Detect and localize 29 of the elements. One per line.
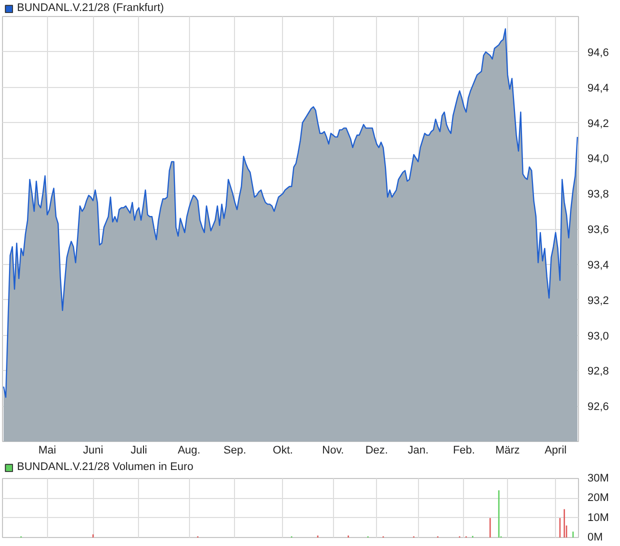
y-tick-label: 93,8 xyxy=(588,188,609,201)
y-tick-label: 20M xyxy=(588,492,609,504)
x-tick-label: Aug. xyxy=(178,444,200,456)
y-tick-label: 93,0 xyxy=(588,330,609,342)
y-tick-label: 10M xyxy=(588,512,609,524)
x-tick-label: Sep. xyxy=(224,444,246,456)
x-tick-label: Jan. xyxy=(408,444,429,456)
y-tick-label: 93,2 xyxy=(588,294,609,307)
x-tick-label: Dez. xyxy=(365,444,388,456)
y-tick-label: 30M xyxy=(588,472,609,484)
y-tick-label: 94,6 xyxy=(588,46,609,59)
legend-label: BUNDANL.V.21/28 (Frankfurt) xyxy=(17,2,164,14)
x-tick-label: Mai xyxy=(38,444,56,456)
x-tick-label: April xyxy=(544,444,567,456)
y-tick-label: 0M xyxy=(588,532,603,544)
x-tick-label: Feb. xyxy=(452,444,475,456)
x-tick-label: März xyxy=(495,444,520,456)
y-tick-label: 94,0 xyxy=(588,153,609,166)
y-tick-label: 92,8 xyxy=(588,366,609,378)
y-tick-label: 93,4 xyxy=(588,259,609,272)
y-tick-label: 94,4 xyxy=(588,82,609,94)
legend-label: BUNDANL.V.21/28 Volumen in Euro xyxy=(17,461,194,473)
y-tick-label: 92,6 xyxy=(588,401,609,414)
x-tick-label: Juni xyxy=(82,444,104,456)
x-tick-label: Juli xyxy=(130,444,148,456)
x-tick-label: Okt. xyxy=(272,444,293,456)
y-tick-label: 94,2 xyxy=(588,118,609,130)
y-tick-label: 93,6 xyxy=(588,224,609,236)
x-tick-label: Nov. xyxy=(322,444,344,456)
